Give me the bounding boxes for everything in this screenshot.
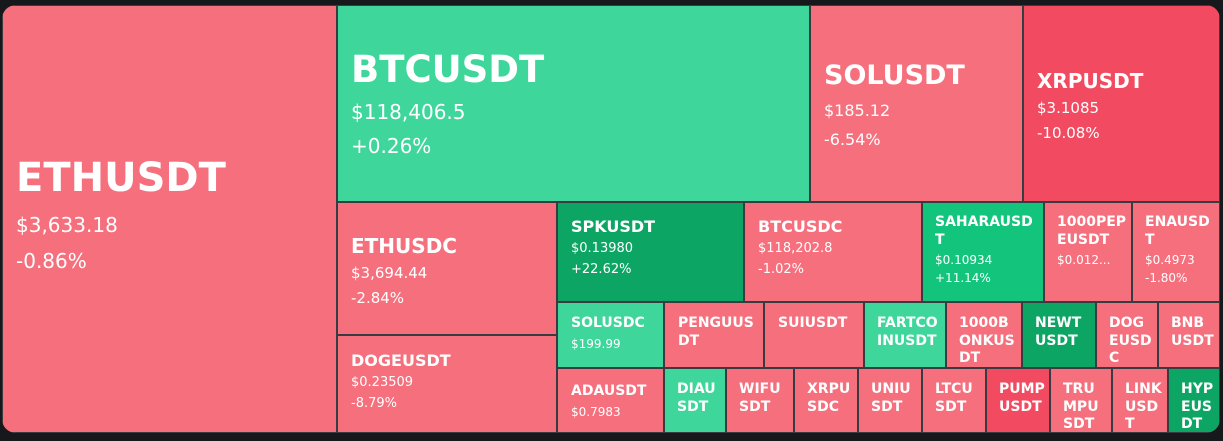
tile-symbol: DOGEUSDC [1109, 315, 1152, 366]
tile-1000bonkusdt[interactable]: 1000BONKUSDT [946, 302, 1022, 368]
tile-symbol: BTCUSDT [351, 48, 545, 91]
tile-solusdt[interactable]: SOLUSDT $185.12 -6.54% [810, 5, 1023, 202]
tile-saharausdt[interactable]: SAHARAUSDT $0.10934 +11.14% [922, 202, 1044, 302]
crypto-heatmap: ETHUSDT $3,633.18 -0.86% BTCUSDT $118,40… [2, 5, 1220, 433]
tile-symbol: BTCUSDC [758, 217, 843, 236]
tile-fartcoinusdt[interactable]: FARTCOINUSDT [864, 302, 946, 368]
tile-symbol: ETHUSDT [16, 155, 226, 201]
tile-price: $199.99 [571, 336, 621, 351]
tile-symbol: UNIUSDT [871, 381, 911, 415]
tile-bnbusdt[interactable]: BNBUSDT [1158, 302, 1220, 368]
tile-penguusdt[interactable]: PENGUUSDT [664, 302, 764, 368]
tile-uniusdt[interactable]: UNIUSDT [858, 368, 922, 433]
tile-price: $0.4973 [1145, 253, 1195, 267]
tile-symbol: WIFUSDT [739, 381, 781, 415]
tile-btcusdt[interactable]: BTCUSDT $118,406.5 +0.26% [337, 5, 810, 202]
tile-1000pepeusdt[interactable]: 1000PEPEUSDT $0.012... [1044, 202, 1132, 302]
tile-symbol: HYPEUSDT [1181, 381, 1214, 432]
tile-change: -1.80% [1145, 271, 1188, 286]
tile-price: $3,633.18 [16, 212, 118, 237]
tile-change: -10.08% [1037, 124, 1100, 143]
tile-symbol: NEWTUSDT [1035, 315, 1082, 349]
tile-change: -6.54% [824, 130, 881, 150]
tile-symbol: PENGUUSDT [678, 315, 754, 349]
tile-symbol: BNBUSDT [1171, 315, 1214, 349]
tile-symbol: LINKUSDT [1125, 381, 1162, 432]
tile-symbol: DIAUSDT [677, 381, 716, 415]
tile-symbol: 1000PEPEUSDT [1057, 214, 1127, 248]
tile-diausdt[interactable]: DIAUSDT [664, 368, 726, 433]
tile-adausdt[interactable]: ADAUSDT $0.7983 [557, 368, 664, 433]
tile-symbol: 1000BONKUSDT [959, 315, 1015, 366]
tile-change: +11.14% [935, 271, 991, 286]
tile-wifusdt[interactable]: WIFUSDT [726, 368, 794, 433]
tile-symbol: DOGEUSDT [351, 351, 451, 370]
tile-symbol: ENAUSDT [1145, 214, 1210, 248]
tile-price: $185.12 [824, 101, 891, 121]
tile-symbol: ETHUSDC [351, 234, 457, 258]
tile-price: $118,406.5 [351, 100, 466, 125]
tile-change: -2.84% [351, 289, 405, 308]
tile-price: $118,202.8 [758, 240, 833, 256]
tile-symbol: LTCUSDT [935, 381, 973, 415]
tile-symbol: SPKUSDT [571, 217, 656, 236]
tile-symbol: TRUMPUSDT [1063, 381, 1099, 432]
tile-ltcusdt[interactable]: LTCUSDT [922, 368, 986, 433]
tile-suiusdt[interactable]: SUIUSDT [764, 302, 864, 368]
tile-symbol: SAHARAUSDT [935, 214, 1033, 248]
tile-symbol: FARTCOINUSDT [877, 315, 938, 349]
tile-newtusdt[interactable]: NEWTUSDT [1022, 302, 1096, 368]
tile-symbol: PUMPUSDT [999, 381, 1045, 415]
tile-ethusdt[interactable]: ETHUSDT $3,633.18 -0.86% [2, 5, 337, 433]
tile-symbol: SOLUSDT [824, 60, 965, 91]
tile-change: -1.02% [758, 261, 804, 277]
tile-hypeusdt[interactable]: HYPEUSDT [1168, 368, 1220, 433]
tile-trumpusdt[interactable]: TRUMPUSDT [1050, 368, 1112, 433]
tile-price: $0.13980 [571, 240, 634, 256]
tile-price: $3.1085 [1037, 99, 1100, 118]
tile-dogeusdt[interactable]: DOGEUSDT $0.23509 -8.79% [337, 335, 557, 433]
tile-change: +22.62% [571, 261, 632, 277]
tile-pumpusdt[interactable]: PUMPUSDT [986, 368, 1050, 433]
tile-price: $0.012... [1057, 253, 1111, 267]
tile-xrpusdc[interactable]: XRPUSDC [794, 368, 858, 433]
tile-change: -0.86% [16, 248, 87, 273]
tile-symbol: XRPUSDC [807, 381, 851, 415]
tile-symbol: ADAUSDT [571, 383, 647, 399]
tile-symbol: SOLUSDC [571, 315, 645, 331]
tile-btcusdc[interactable]: BTCUSDC $118,202.8 -1.02% [744, 202, 922, 302]
tile-price: $0.23509 [351, 374, 414, 390]
tile-solusdc[interactable]: SOLUSDC $199.99 [557, 302, 664, 368]
tile-change: +0.26% [351, 134, 432, 159]
tile-price: $0.7983 [571, 404, 621, 419]
tile-change: -8.79% [351, 395, 397, 411]
tile-xrpusdt[interactable]: XRPUSDT $3.1085 -10.08% [1023, 5, 1220, 202]
tile-linkusdt[interactable]: LINKUSDT [1112, 368, 1168, 433]
tile-ethusdc[interactable]: ETHUSDC $3,694.44 -2.84% [337, 202, 557, 335]
tile-symbol: SUIUSDT [778, 315, 848, 331]
tile-spkusdt[interactable]: SPKUSDT $0.13980 +22.62% [557, 202, 744, 302]
tile-price: $0.10934 [935, 253, 993, 267]
tile-symbol: XRPUSDT [1037, 69, 1144, 93]
tile-price: $3,694.44 [351, 264, 428, 283]
tile-enausdt[interactable]: ENAUSDT $0.4973 -1.80% [1132, 202, 1220, 302]
tile-dogeusdc[interactable]: DOGEUSDC [1096, 302, 1158, 368]
